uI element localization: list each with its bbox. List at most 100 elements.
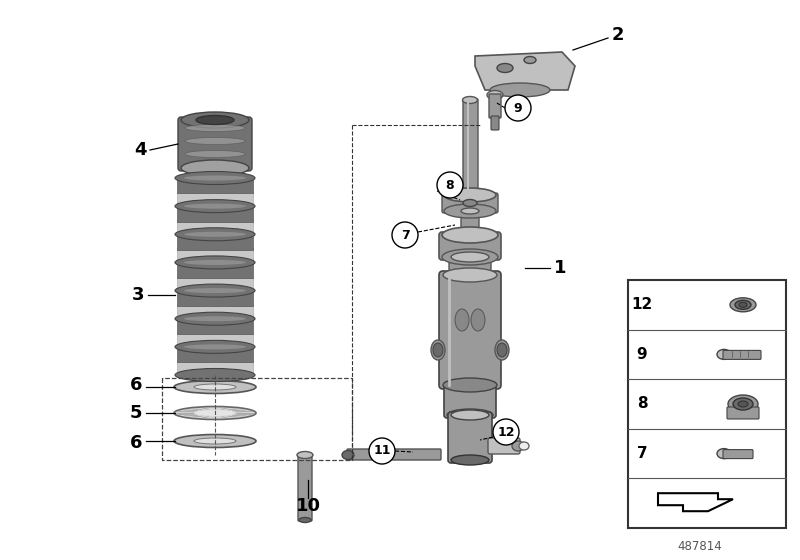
Ellipse shape (462, 192, 478, 198)
Ellipse shape (728, 395, 758, 413)
Ellipse shape (462, 96, 478, 104)
FancyBboxPatch shape (723, 450, 753, 459)
Polygon shape (177, 263, 253, 278)
Polygon shape (177, 347, 253, 362)
Ellipse shape (451, 252, 489, 262)
Polygon shape (177, 291, 253, 306)
Ellipse shape (739, 302, 747, 307)
Ellipse shape (342, 450, 354, 460)
Ellipse shape (442, 227, 498, 243)
Ellipse shape (490, 83, 550, 97)
Text: 12: 12 (631, 297, 653, 312)
Text: 4: 4 (134, 141, 146, 159)
Ellipse shape (174, 435, 256, 447)
Text: 3: 3 (132, 286, 144, 304)
Ellipse shape (184, 232, 246, 237)
Ellipse shape (447, 409, 493, 421)
Ellipse shape (461, 232, 479, 238)
FancyBboxPatch shape (444, 382, 496, 418)
Ellipse shape (497, 343, 507, 357)
Ellipse shape (717, 449, 731, 459)
Ellipse shape (442, 249, 498, 265)
Ellipse shape (451, 455, 489, 465)
Ellipse shape (451, 270, 489, 280)
Ellipse shape (185, 151, 245, 157)
Text: 9: 9 (514, 101, 522, 114)
Text: 5: 5 (130, 404, 142, 422)
Ellipse shape (175, 312, 255, 325)
Text: 9: 9 (637, 347, 647, 362)
Ellipse shape (181, 112, 249, 128)
Ellipse shape (174, 407, 256, 419)
Ellipse shape (196, 115, 234, 124)
Ellipse shape (455, 309, 469, 331)
Text: 6: 6 (130, 376, 142, 394)
Ellipse shape (447, 379, 493, 391)
Text: 10: 10 (295, 497, 321, 515)
Ellipse shape (194, 438, 236, 444)
Text: 8: 8 (446, 179, 454, 192)
Ellipse shape (175, 284, 255, 297)
Ellipse shape (443, 268, 497, 282)
Text: 2: 2 (612, 26, 624, 44)
Text: 7: 7 (637, 446, 647, 461)
Polygon shape (177, 319, 253, 334)
Polygon shape (658, 493, 733, 511)
Polygon shape (177, 305, 253, 319)
Polygon shape (177, 248, 253, 263)
Ellipse shape (175, 228, 255, 241)
Ellipse shape (175, 256, 255, 269)
Ellipse shape (443, 378, 497, 392)
Ellipse shape (463, 199, 477, 207)
Ellipse shape (175, 368, 255, 381)
Ellipse shape (461, 208, 479, 214)
Ellipse shape (175, 171, 255, 184)
FancyBboxPatch shape (439, 232, 501, 260)
Text: 8: 8 (637, 396, 647, 412)
Ellipse shape (174, 380, 256, 394)
FancyBboxPatch shape (347, 449, 441, 460)
Ellipse shape (437, 172, 463, 198)
Ellipse shape (497, 63, 513, 72)
Ellipse shape (369, 438, 395, 464)
FancyBboxPatch shape (723, 351, 761, 360)
Ellipse shape (738, 401, 748, 407)
Text: 1: 1 (554, 259, 566, 277)
Ellipse shape (185, 124, 245, 132)
FancyBboxPatch shape (461, 210, 479, 236)
FancyBboxPatch shape (727, 407, 759, 419)
Ellipse shape (184, 288, 246, 293)
Polygon shape (177, 206, 253, 222)
FancyBboxPatch shape (298, 454, 312, 521)
Ellipse shape (444, 204, 496, 218)
Polygon shape (177, 234, 253, 250)
Ellipse shape (195, 410, 235, 416)
Ellipse shape (487, 91, 503, 100)
Ellipse shape (471, 309, 485, 331)
Polygon shape (177, 178, 253, 193)
Ellipse shape (194, 384, 236, 390)
Ellipse shape (184, 316, 246, 321)
FancyBboxPatch shape (463, 99, 478, 196)
FancyBboxPatch shape (489, 94, 501, 118)
Polygon shape (177, 277, 253, 291)
Ellipse shape (184, 260, 246, 265)
Bar (628, 280, 786, 528)
Text: 6: 6 (130, 434, 142, 452)
Text: 487814: 487814 (678, 540, 722, 553)
Ellipse shape (451, 410, 489, 420)
Ellipse shape (297, 451, 313, 459)
Ellipse shape (431, 340, 445, 360)
Ellipse shape (735, 300, 751, 309)
Text: 12: 12 (498, 426, 514, 438)
Ellipse shape (717, 349, 731, 360)
Polygon shape (177, 220, 253, 234)
Polygon shape (177, 333, 253, 347)
Ellipse shape (495, 340, 509, 360)
Polygon shape (177, 361, 253, 375)
Ellipse shape (175, 200, 255, 213)
Ellipse shape (444, 188, 496, 202)
Ellipse shape (733, 398, 753, 410)
Ellipse shape (184, 175, 246, 180)
Text: 7: 7 (401, 228, 410, 241)
